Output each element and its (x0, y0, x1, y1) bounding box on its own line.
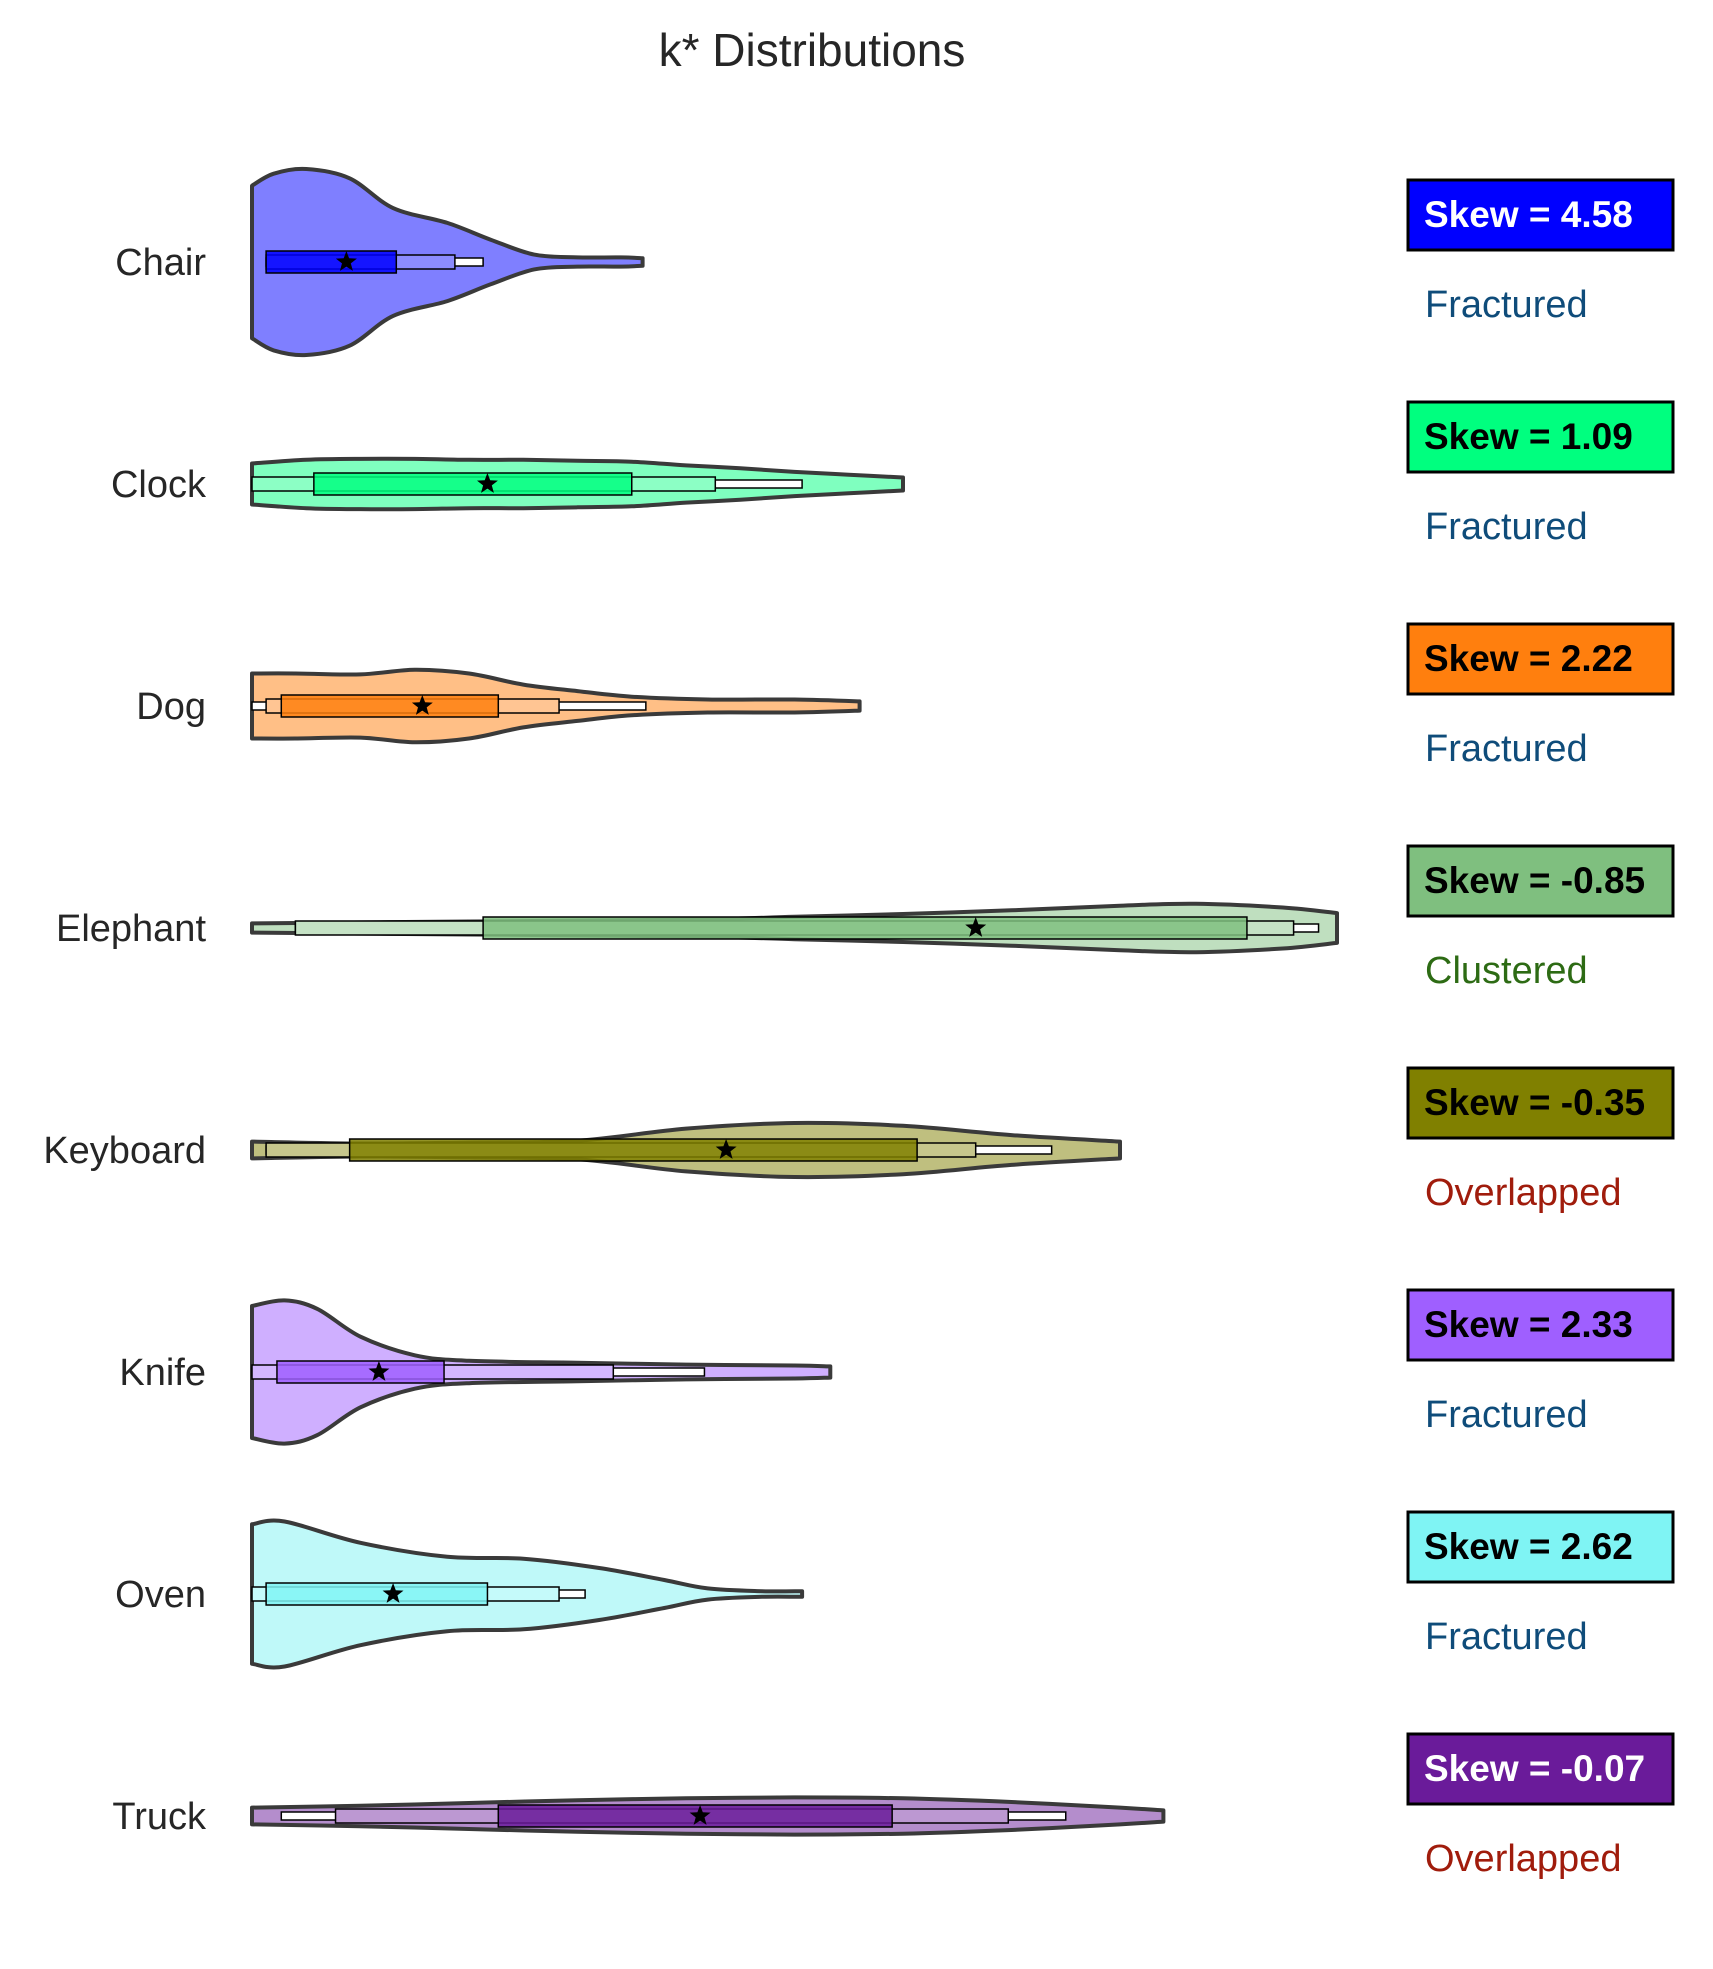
skew-label-elephant: Skew = -0.85 (1424, 860, 1645, 901)
category-label-knife: Knife (119, 1352, 206, 1394)
category-label-keyboard: Keyboard (43, 1130, 206, 1172)
skew-label-truck: Skew = -0.07 (1424, 1748, 1645, 1789)
skew-box-oven (1406, 1510, 1675, 1584)
median-star-truck (689, 1805, 711, 1825)
category-label-truck: Truck (112, 1796, 207, 1838)
skew-label-chair: Skew = 4.58 (1424, 194, 1633, 235)
median-star-dog (411, 695, 433, 715)
skew-label-clock: Skew = 1.09 (1424, 416, 1633, 457)
iqr-box-oven (265, 1582, 489, 1606)
skew-box-clock (1406, 400, 1675, 474)
status-label-knife: Fractured (1425, 1394, 1588, 1436)
status-label-dog: Fractured (1425, 728, 1588, 770)
iqr-box-knife (276, 1360, 445, 1384)
iqr-box-chair (265, 250, 398, 274)
category-label-elephant: Elephant (56, 908, 206, 950)
skew-label-dog: Skew = 2.22 (1424, 638, 1633, 679)
status-label-keyboard: Overlapped (1425, 1172, 1621, 1214)
skew-box-truck (1406, 1732, 1675, 1806)
category-label-dog: Dog (136, 686, 206, 728)
iqr-box-clock (313, 472, 633, 496)
skew-box-chair (1406, 178, 1675, 252)
status-label-chair: Fractured (1425, 284, 1588, 326)
status-label-oven: Fractured (1425, 1616, 1588, 1658)
status-label-truck: Overlapped (1425, 1838, 1621, 1880)
skew-box-dog (1406, 622, 1675, 696)
category-label-oven: Oven (115, 1574, 206, 1616)
median-star-chair (335, 251, 357, 271)
median-star-keyboard (715, 1139, 737, 1159)
median-star-elephant (965, 917, 987, 937)
skew-label-keyboard: Skew = -0.35 (1424, 1082, 1645, 1123)
status-label-clock: Fractured (1425, 506, 1588, 548)
skew-box-keyboard (1406, 1066, 1675, 1140)
category-label-clock: Clock (111, 464, 207, 506)
iqr-box-keyboard (348, 1138, 918, 1162)
median-star-oven (382, 1583, 404, 1603)
median-star-knife (368, 1361, 390, 1381)
category-label-chair: Chair (115, 242, 206, 284)
chart-title: k* Distributions (659, 24, 966, 76)
median-star-clock (477, 473, 498, 493)
skew-box-knife (1406, 1288, 1675, 1362)
iqr-box-dog (280, 694, 500, 718)
violin-group: Chair Skew = 4.58 Fractured Clock Skew = 1.0… (43, 166, 1675, 1880)
skew-label-oven: Skew = 2.62 (1424, 1526, 1633, 1567)
status-label-elephant: Clustered (1425, 950, 1588, 992)
skew-box-elephant (1406, 844, 1675, 918)
iqr-box-elephant (482, 916, 1248, 940)
skew-label-knife: Skew = 2.33 (1424, 1304, 1633, 1345)
